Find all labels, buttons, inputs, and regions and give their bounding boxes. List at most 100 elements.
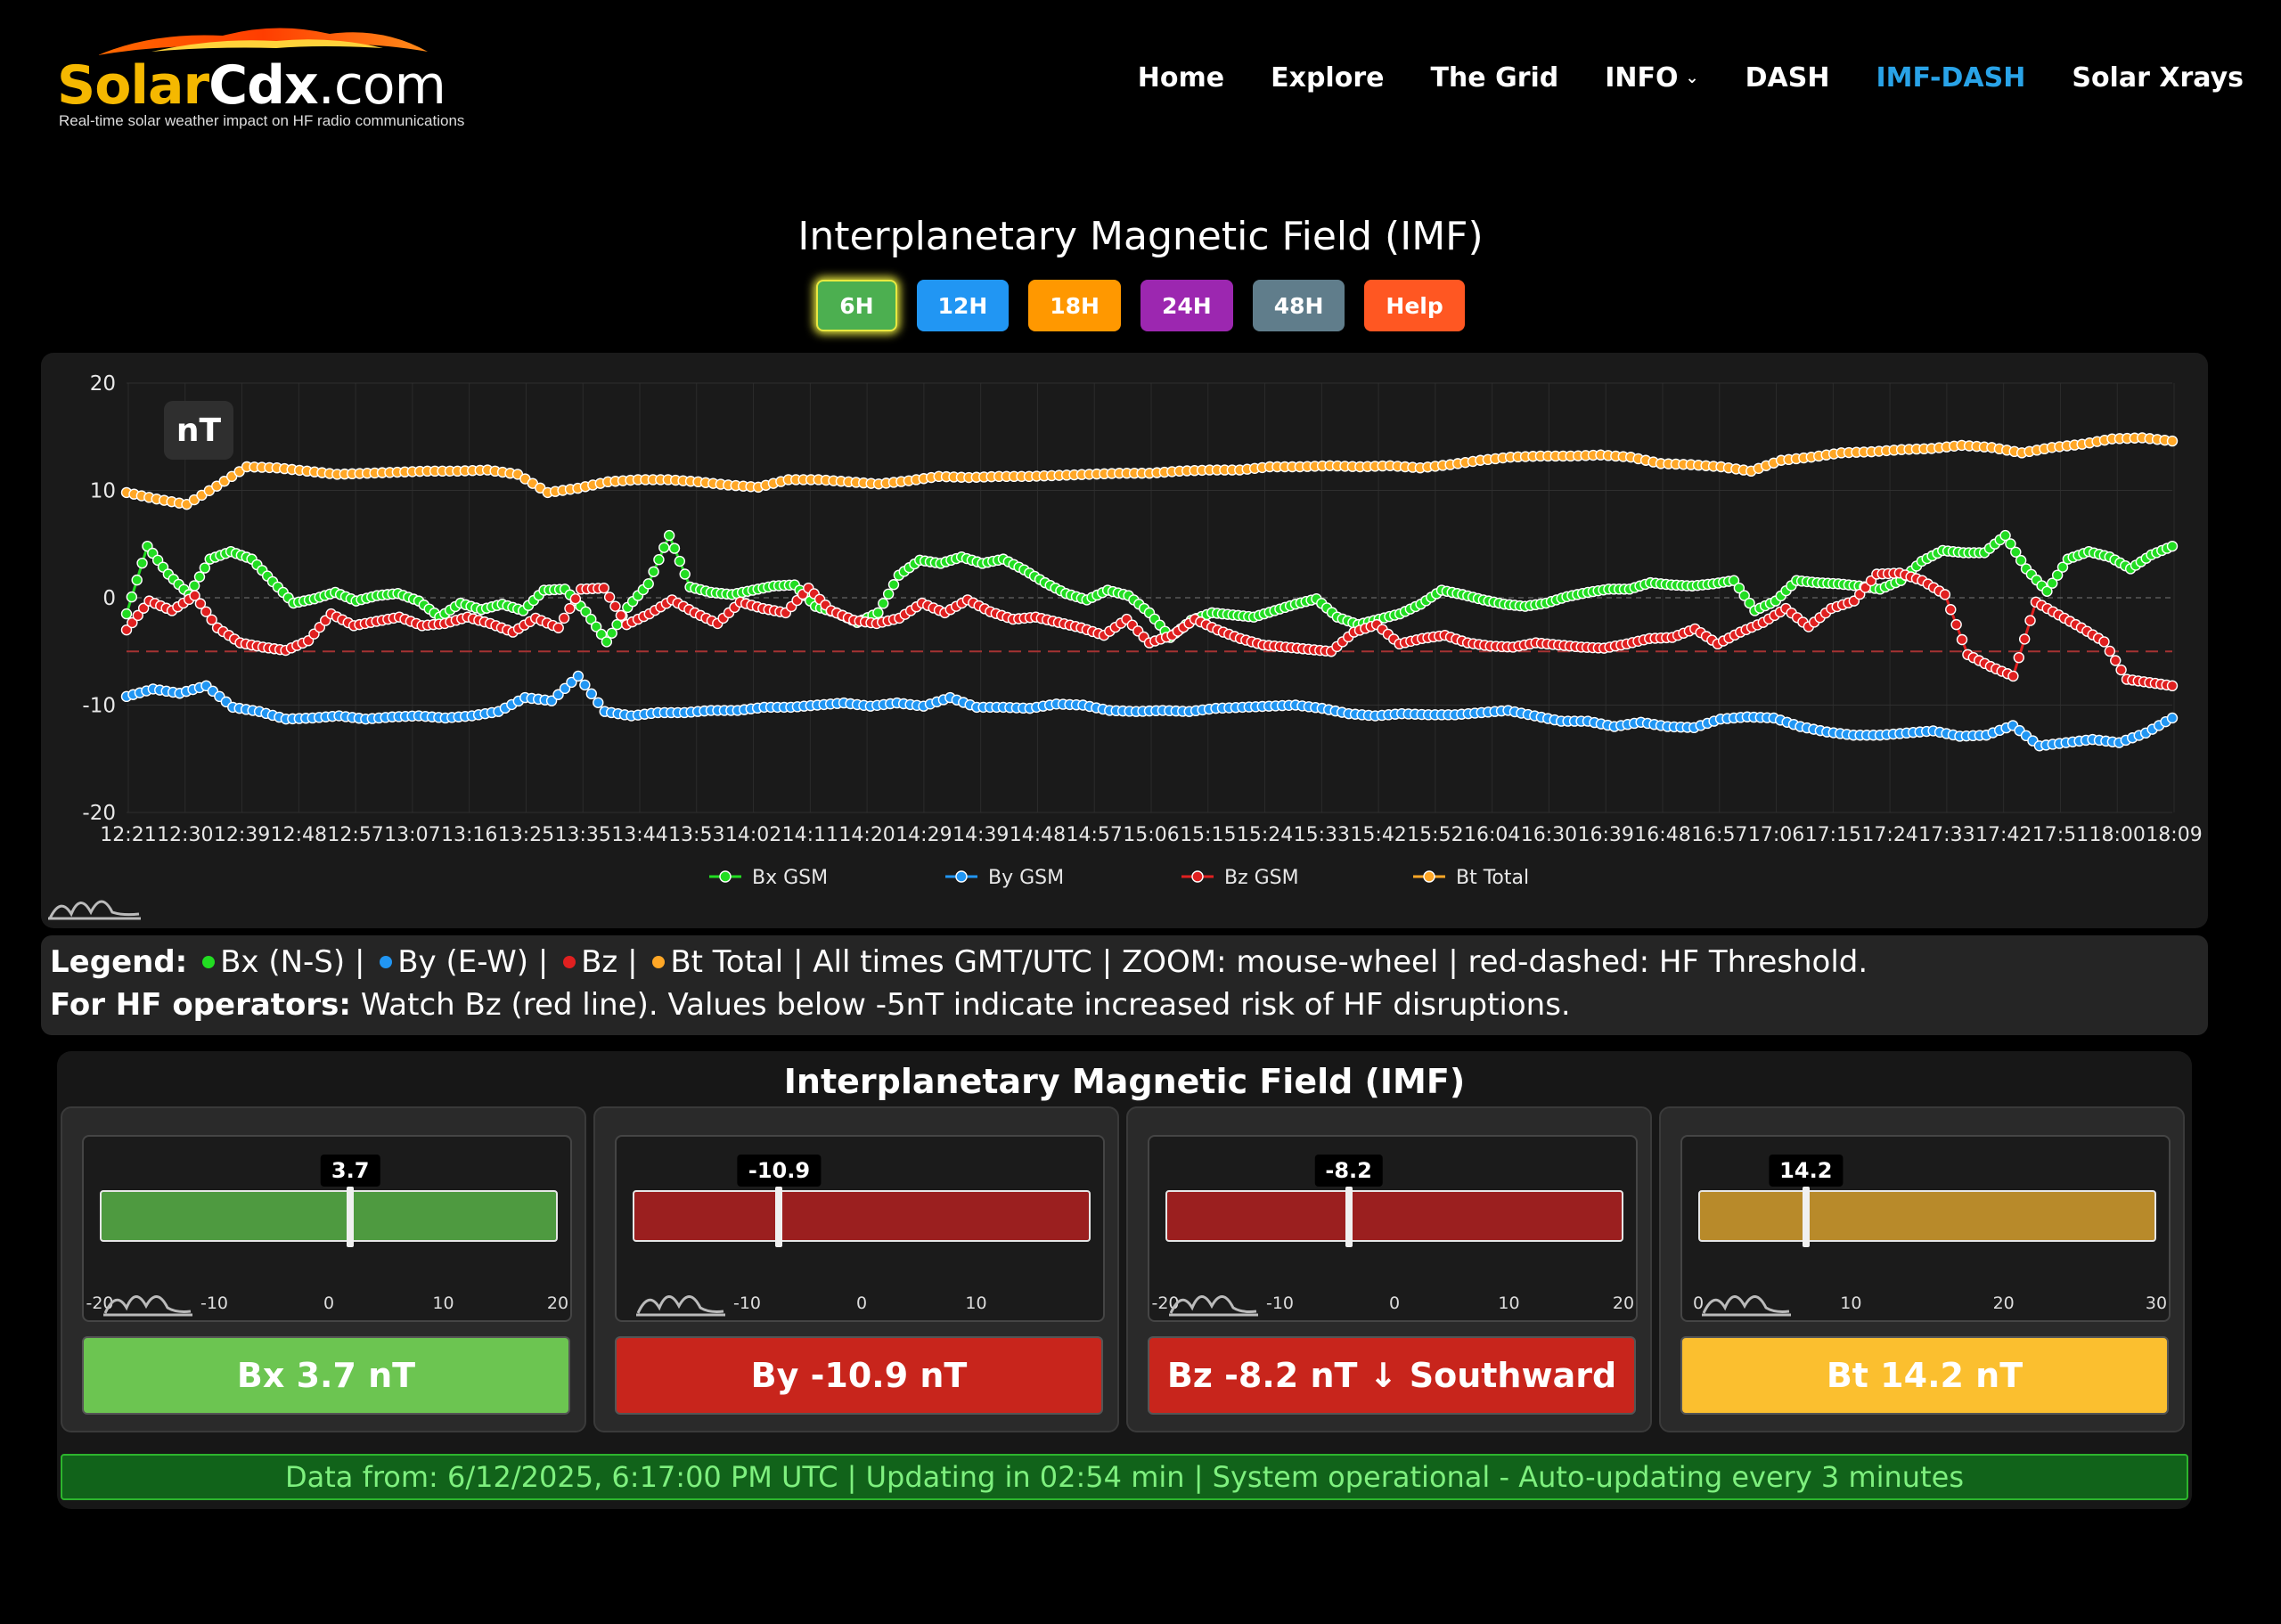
data-point bbox=[2041, 585, 2053, 597]
data-point bbox=[200, 606, 212, 617]
wave-watermark-icon bbox=[1169, 1295, 1258, 1317]
data-point bbox=[545, 695, 558, 706]
data-point bbox=[188, 580, 200, 592]
data-point bbox=[1999, 529, 2011, 542]
status-bar: Data from: 6/12/2025, 6:17:00 PM UTC | U… bbox=[61, 1454, 2188, 1500]
gauge-ticks: -20 -10 0 10 20 bbox=[1151, 1293, 1634, 1315]
data-point bbox=[2018, 633, 2031, 645]
gauge-card-bx: 3.7 -20 -10 0 10 20 Bx 3.7 nT bbox=[61, 1106, 586, 1432]
nav-item-dash[interactable]: DASH bbox=[1745, 62, 1830, 94]
imf-chart-panel[interactable]: 12:21 12:30 12:39 12:48 12:57 13:07 13:16 13:25… bbox=[41, 353, 2208, 928]
nav-item-the-grid[interactable]: The Grid bbox=[1430, 62, 1558, 94]
gauge-tick-label: 10 bbox=[1840, 1293, 1862, 1313]
data-point bbox=[2166, 540, 2179, 552]
gauge-value-label: -8.2 bbox=[1314, 1155, 1383, 1187]
gauge-marker bbox=[1802, 1187, 1810, 1247]
gauge-ticks: 0 10 20 30 bbox=[1693, 1293, 2167, 1315]
imf-line-chart[interactable]: 12:21 12:30 12:39 12:48 12:57 13:07 13:16 13:25… bbox=[41, 353, 2208, 928]
imf-gauge-widget: Interplanetary Magnetic Field (IMF) Data… bbox=[57, 1051, 2192, 1509]
range-button-18h[interactable]: 18H bbox=[1028, 280, 1121, 331]
data-point bbox=[136, 557, 148, 569]
data-point bbox=[609, 600, 621, 612]
wave-watermark-icon bbox=[636, 1295, 725, 1317]
data-point bbox=[642, 578, 654, 590]
range-button-24h[interactable]: 24H bbox=[1140, 280, 1233, 331]
readout-button-bx[interactable]: Bx 3.7 nT bbox=[82, 1336, 570, 1415]
x-tick-label: 16:04 bbox=[1464, 824, 1520, 846]
readout-button-bz[interactable]: Bz -8.2 nT ↓ Southward bbox=[1148, 1336, 1636, 1415]
nav-item-explore[interactable]: Explore bbox=[1271, 62, 1384, 94]
data-point bbox=[2166, 435, 2179, 447]
readout-button-bt[interactable]: Bt 14.2 nT bbox=[1680, 1336, 2169, 1415]
x-tick-label: 16:57 bbox=[1691, 824, 1747, 846]
data-point bbox=[572, 670, 585, 682]
data-point bbox=[127, 616, 138, 629]
data-point bbox=[132, 609, 143, 622]
y-tick-label: 20 bbox=[90, 372, 116, 396]
readout-button-by[interactable]: By -10.9 nT bbox=[615, 1336, 1103, 1415]
range-button-help[interactable]: Help bbox=[1364, 280, 1465, 331]
x-tick-label: 15:33 bbox=[1294, 824, 1350, 846]
gauge-card-bt: 14.2 0 10 20 30 Bt 14.2 nT bbox=[1659, 1106, 2185, 1432]
bz-dot-icon bbox=[563, 955, 576, 968]
data-point bbox=[199, 562, 211, 574]
gauge-tick-label: 0 bbox=[1692, 1293, 1705, 1313]
gauge-tick-label: -10 bbox=[732, 1293, 762, 1313]
data-point bbox=[878, 598, 889, 609]
gauge-marker bbox=[347, 1187, 355, 1247]
range-button-12h[interactable]: 12H bbox=[916, 280, 1010, 331]
nav-item-imf-dash[interactable]: IMF-DASH bbox=[1876, 62, 2025, 94]
legend-item-bt-total: Bt Total bbox=[1456, 867, 1529, 889]
range-button-48h[interactable]: 48H bbox=[1252, 280, 1345, 331]
gauge-tick-label: 20 bbox=[1992, 1293, 2015, 1313]
gauge-ticks: -10 0 10 bbox=[633, 1293, 1091, 1315]
x-tick-label: 14:48 bbox=[1010, 824, 1066, 846]
data-point bbox=[585, 613, 597, 625]
gauge-bx: 3.7 -20 -10 0 10 20 bbox=[82, 1135, 572, 1322]
gauge-tick-label: 20 bbox=[1612, 1293, 1635, 1313]
gauge-tick-label: 10 bbox=[432, 1293, 454, 1313]
data-point bbox=[2166, 712, 2179, 724]
legend-swatch-dot bbox=[1423, 870, 1435, 883]
x-tick-label: 14:02 bbox=[725, 824, 781, 846]
data-point bbox=[595, 628, 608, 641]
data-point bbox=[1738, 590, 1750, 601]
x-tick-label: 13:07 bbox=[384, 824, 440, 846]
data-point bbox=[2098, 636, 2110, 648]
data-point bbox=[668, 543, 681, 554]
y-tick-label: -20 bbox=[82, 802, 116, 825]
wave-watermark-icon bbox=[103, 1295, 192, 1317]
data-point bbox=[615, 609, 627, 622]
x-tick-label: 14:29 bbox=[895, 824, 952, 846]
nav-item-home[interactable]: Home bbox=[1138, 62, 1224, 94]
x-tick-label: 17:33 bbox=[1918, 824, 1974, 846]
gauge-bar bbox=[100, 1190, 558, 1242]
range-button-group: 6H 12H 18H 24H 48H Help bbox=[0, 280, 2281, 331]
main-nav: Home Explore The Grid INFO ⌄ DASH IMF-DASH Sola… bbox=[1138, 62, 2244, 94]
x-tick-label: 17:15 bbox=[1805, 824, 1861, 846]
nav-item-label: IMF-DASH bbox=[1876, 62, 2026, 94]
gauge-by: -10.9 -10 0 10 bbox=[615, 1135, 1105, 1322]
y-tick-label: 10 bbox=[90, 480, 116, 503]
data-point bbox=[2110, 655, 2122, 666]
x-tick-label: 13:16 bbox=[441, 824, 497, 846]
gauge-value-label: 3.7 bbox=[320, 1155, 380, 1187]
data-point bbox=[2051, 569, 2064, 581]
chevron-down-icon: ⌄ bbox=[1685, 69, 1699, 87]
nav-item-info[interactable]: INFO ⌄ bbox=[1605, 62, 1698, 94]
x-tick-label: 12:21 bbox=[100, 824, 156, 846]
range-button-6h[interactable]: 6H bbox=[816, 280, 897, 331]
data-point bbox=[601, 636, 613, 648]
gauge-marker bbox=[1345, 1187, 1353, 1247]
data-point bbox=[569, 593, 582, 605]
legend-item-bx-gsm: Bx GSM bbox=[752, 867, 828, 889]
data-point bbox=[1728, 575, 1740, 586]
bx-dot-icon bbox=[202, 955, 216, 968]
gauge-tick-label: 10 bbox=[965, 1293, 987, 1313]
legend-by: By (E-W) | bbox=[397, 944, 549, 980]
nav-item-label: INFO bbox=[1605, 62, 1679, 94]
x-tick-label: 15:52 bbox=[1407, 824, 1463, 846]
site-logo[interactable]: SolarCdx.com Real-time solar weather imp… bbox=[53, 25, 464, 132]
data-point bbox=[2047, 577, 2058, 589]
nav-item-solar-xrays[interactable]: Solar Xrays bbox=[2072, 62, 2244, 94]
